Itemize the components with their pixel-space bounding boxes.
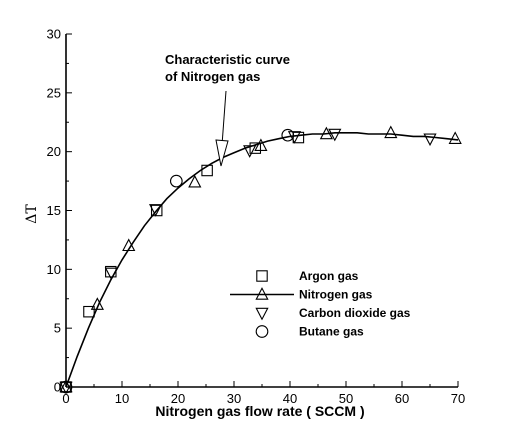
y-tick-label: 30 <box>47 27 61 42</box>
x-tick-label: 20 <box>171 391 185 406</box>
carbon-dioxide-gas-point <box>328 128 342 142</box>
x-tick-label: 10 <box>115 391 129 406</box>
argon-gas-point <box>83 305 95 318</box>
annotation-arrowhead <box>215 139 229 167</box>
x-tick-label: 50 <box>339 391 353 406</box>
x-tick-label: 0 <box>62 391 69 406</box>
argon-gas-point <box>150 204 163 217</box>
butane-gas-point <box>169 174 183 188</box>
annotation-line-1: Characteristic curve <box>165 52 290 67</box>
x-tick-label: 30 <box>227 391 241 406</box>
y-tick-label: 20 <box>47 144 61 159</box>
nitrogen-gas-point <box>122 238 136 252</box>
legend-nitrogen-gas-marker <box>255 287 269 300</box>
carbon-dioxide-gas-point <box>104 267 118 281</box>
x-tick-label: 40 <box>283 391 297 406</box>
nitrogen-gas-point <box>448 131 462 144</box>
x-tick-label: 60 <box>395 391 409 406</box>
legend-butane-gas-marker <box>255 325 269 338</box>
y-tick-label: 0 <box>54 380 61 395</box>
y-axis-label: ΔT <box>24 204 40 224</box>
legend-argon-gas-marker <box>256 270 268 282</box>
legend-nitrogen-gas-label: Nitrogen gas <box>299 288 373 302</box>
argon-gas-point <box>249 142 262 154</box>
axes <box>65 34 458 388</box>
nitrogen-characteristic-curve <box>65 132 459 388</box>
nitrogen-gas-point <box>59 379 73 393</box>
legend: Argon gas Nitrogen gas Carbon dioxide gas B… <box>230 269 411 339</box>
annotation: Characteristic curve of Nitrogen gas <box>165 52 290 167</box>
x-tick-label: 70 <box>451 391 465 406</box>
carbon-dioxide-gas-point <box>287 131 302 144</box>
nitrogen-gas-point <box>319 126 334 140</box>
y-tick-label: 15 <box>47 203 61 218</box>
legend-carbon-dioxide-gas-label: Carbon dioxide gas <box>299 306 411 320</box>
annotation-line-2: of Nitrogen gas <box>165 69 260 84</box>
curve-layer <box>65 132 459 388</box>
argon-gas-point <box>201 164 213 177</box>
y-tick-label: 5 <box>54 321 61 336</box>
nitrogen-gas-point <box>254 138 268 152</box>
legend-argon-gas-label: Argon gas <box>299 269 359 283</box>
y-tick-label: 10 <box>47 262 61 277</box>
carbon-dioxide-gas-point <box>148 204 163 217</box>
carbon-dioxide-gas-point <box>243 145 257 158</box>
y-tick-label: 25 <box>47 85 61 100</box>
nitrogen-gas-point <box>384 125 398 139</box>
legend-carbon-dioxide-gas-marker <box>255 307 269 321</box>
nitrogen-gas-point <box>90 297 104 310</box>
butane-gas-point <box>59 380 73 394</box>
x-axis-label: Nitrogen gas flow rate ( SCCM ) <box>155 403 364 419</box>
legend-butane-gas-label: Butane gas <box>299 325 364 339</box>
carbon-dioxide-gas-point <box>59 381 73 395</box>
carbon-dioxide-gas-point <box>423 133 437 147</box>
butane-gas-point <box>281 128 295 142</box>
nitrogen-gas-point <box>188 174 202 188</box>
markers <box>59 125 462 395</box>
ticks: 0 10 20 30 40 50 60 70 0 5 10 15 20 25 30 <box>47 27 466 407</box>
annotation-arrow-shaft <box>221 90 227 146</box>
